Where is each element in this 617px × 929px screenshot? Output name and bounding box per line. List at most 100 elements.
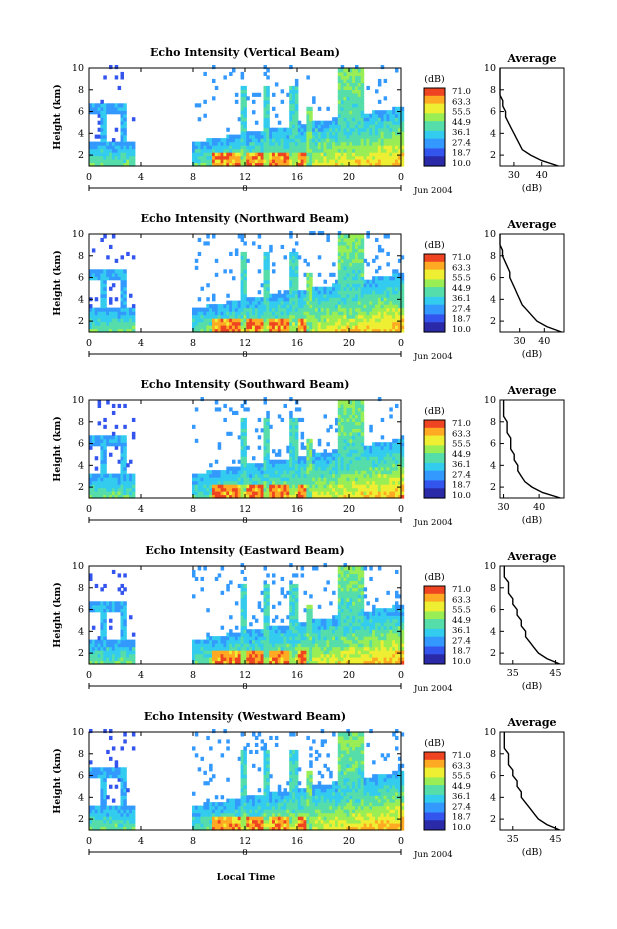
- heatmap-cell: [300, 463, 305, 468]
- heatmap-cell: [383, 279, 388, 284]
- heatmap-cell: [326, 311, 330, 316]
- heatmap-cell: [240, 314, 245, 319]
- heatmap-cell: [254, 639, 259, 644]
- heatmap-cell: [120, 307, 124, 312]
- colorbar-band: [424, 101, 445, 105]
- heatmap-cell: [257, 141, 262, 146]
- colorbar-band: [424, 486, 445, 489]
- heatmap-cell: [249, 321, 253, 326]
- heatmap-cell: [386, 127, 390, 132]
- heatmap-cell: [217, 473, 222, 478]
- heatmap-cell: [289, 293, 293, 298]
- heatmap-cell: [111, 283, 116, 288]
- heatmap-cell: [123, 131, 127, 136]
- heatmap-cell: [266, 159, 270, 164]
- heatmap-cell: [309, 145, 313, 150]
- colorbar-band: [424, 156, 445, 159]
- heatmap-cell: [254, 314, 259, 319]
- heatmap-cell: [106, 653, 110, 658]
- heatmap-cell: [363, 445, 368, 450]
- heatmap-cell: [212, 487, 216, 492]
- heatmap-cell: [294, 131, 299, 136]
- heatmap-cell: [100, 120, 104, 125]
- heatmap-cell: [263, 428, 267, 433]
- heatmap-cell: [300, 293, 305, 298]
- heatmap-cell: [237, 304, 242, 309]
- heatmap-cell: [355, 148, 359, 153]
- heatmap-cell: [357, 424, 362, 429]
- heatmap-cell: [100, 152, 104, 157]
- heatmap-cell: [243, 615, 247, 620]
- heatmap-cell: [392, 311, 396, 316]
- heatmap-cell: [100, 480, 104, 485]
- heatmap-cell: [237, 307, 242, 312]
- heatmap-cell: [200, 141, 204, 146]
- heatmap-cell: [340, 463, 345, 468]
- heatmap-cell: [340, 276, 345, 281]
- heatmap-cell: [340, 134, 345, 139]
- heatmap-cell: [129, 639, 133, 644]
- heatmap-cell: [352, 120, 356, 125]
- heatmap-cell: [395, 477, 399, 482]
- heatmap-cell: [303, 466, 307, 471]
- heatmap-cell: [369, 487, 373, 492]
- colorbar-band: [424, 291, 445, 294]
- heatmap-cell: [400, 155, 405, 160]
- heatmap-cell: [366, 283, 370, 288]
- heatmap-cell: [317, 452, 322, 457]
- heatmap-cell: [377, 328, 382, 333]
- heatmap-cell: [386, 314, 390, 319]
- heatmap-cell: [252, 321, 256, 326]
- heatmap-cell: [123, 650, 127, 655]
- heatmap-cell: [123, 473, 127, 478]
- heatmap-cell: [229, 660, 233, 665]
- heatmap-cell: [389, 134, 393, 139]
- heatmap-cell: [357, 445, 362, 450]
- heatmap-cell: [220, 653, 225, 658]
- heatmap-cell: [234, 314, 239, 319]
- heatmap-cell: [400, 487, 405, 492]
- heatmap-cell: [326, 124, 330, 129]
- heatmap-cell: [217, 307, 222, 312]
- heatmap-cell: [357, 141, 362, 146]
- heatmap-cell: [329, 293, 333, 298]
- heatmap-cell: [286, 131, 290, 136]
- heatmap-cell: [129, 152, 133, 157]
- heatmap-cell: [397, 138, 402, 143]
- heatmap-cell: [240, 657, 245, 662]
- heatmap-cell: [294, 417, 299, 422]
- heatmap-cell: [234, 307, 239, 312]
- heatmap-cell: [209, 491, 213, 496]
- heatmap-cell: [223, 643, 227, 648]
- heatmap-cell: [223, 311, 227, 316]
- heatmap-cell: [220, 491, 225, 496]
- heatmap-cell: [97, 325, 102, 330]
- heatmap-cell: [355, 328, 359, 333]
- heatmap-cell: [257, 325, 262, 330]
- heatmap-cell: [386, 311, 390, 316]
- heatmap-cell: [197, 152, 202, 157]
- heatmap-cell: [237, 134, 242, 139]
- heatmap-cell: [243, 622, 247, 627]
- heatmap-cell: [214, 162, 219, 167]
- heatmap-cell: [357, 134, 362, 139]
- heatmap-cell: [312, 159, 316, 164]
- heatmap-cell: [355, 407, 359, 412]
- heatmap-cell: [266, 321, 270, 326]
- heatmap-cell: [131, 148, 136, 153]
- heatmap-cell: [131, 650, 136, 655]
- heatmap-cell: [234, 134, 239, 139]
- heatmap-cell: [292, 421, 296, 426]
- heatmap-cell: [397, 445, 402, 450]
- heatmap-cell: [117, 657, 122, 662]
- heatmap-cell: [260, 466, 265, 471]
- heatmap-cell: [366, 162, 370, 167]
- heatmap-cell: [100, 113, 104, 118]
- heatmap-cell: [111, 657, 116, 662]
- heatmap-cell: [249, 152, 253, 157]
- heatmap-cell: [111, 148, 116, 153]
- colorbar-band: [424, 431, 445, 435]
- heatmap-cell: [392, 269, 396, 274]
- heatmap-cell: [306, 134, 310, 139]
- heatmap-cell: [286, 314, 290, 319]
